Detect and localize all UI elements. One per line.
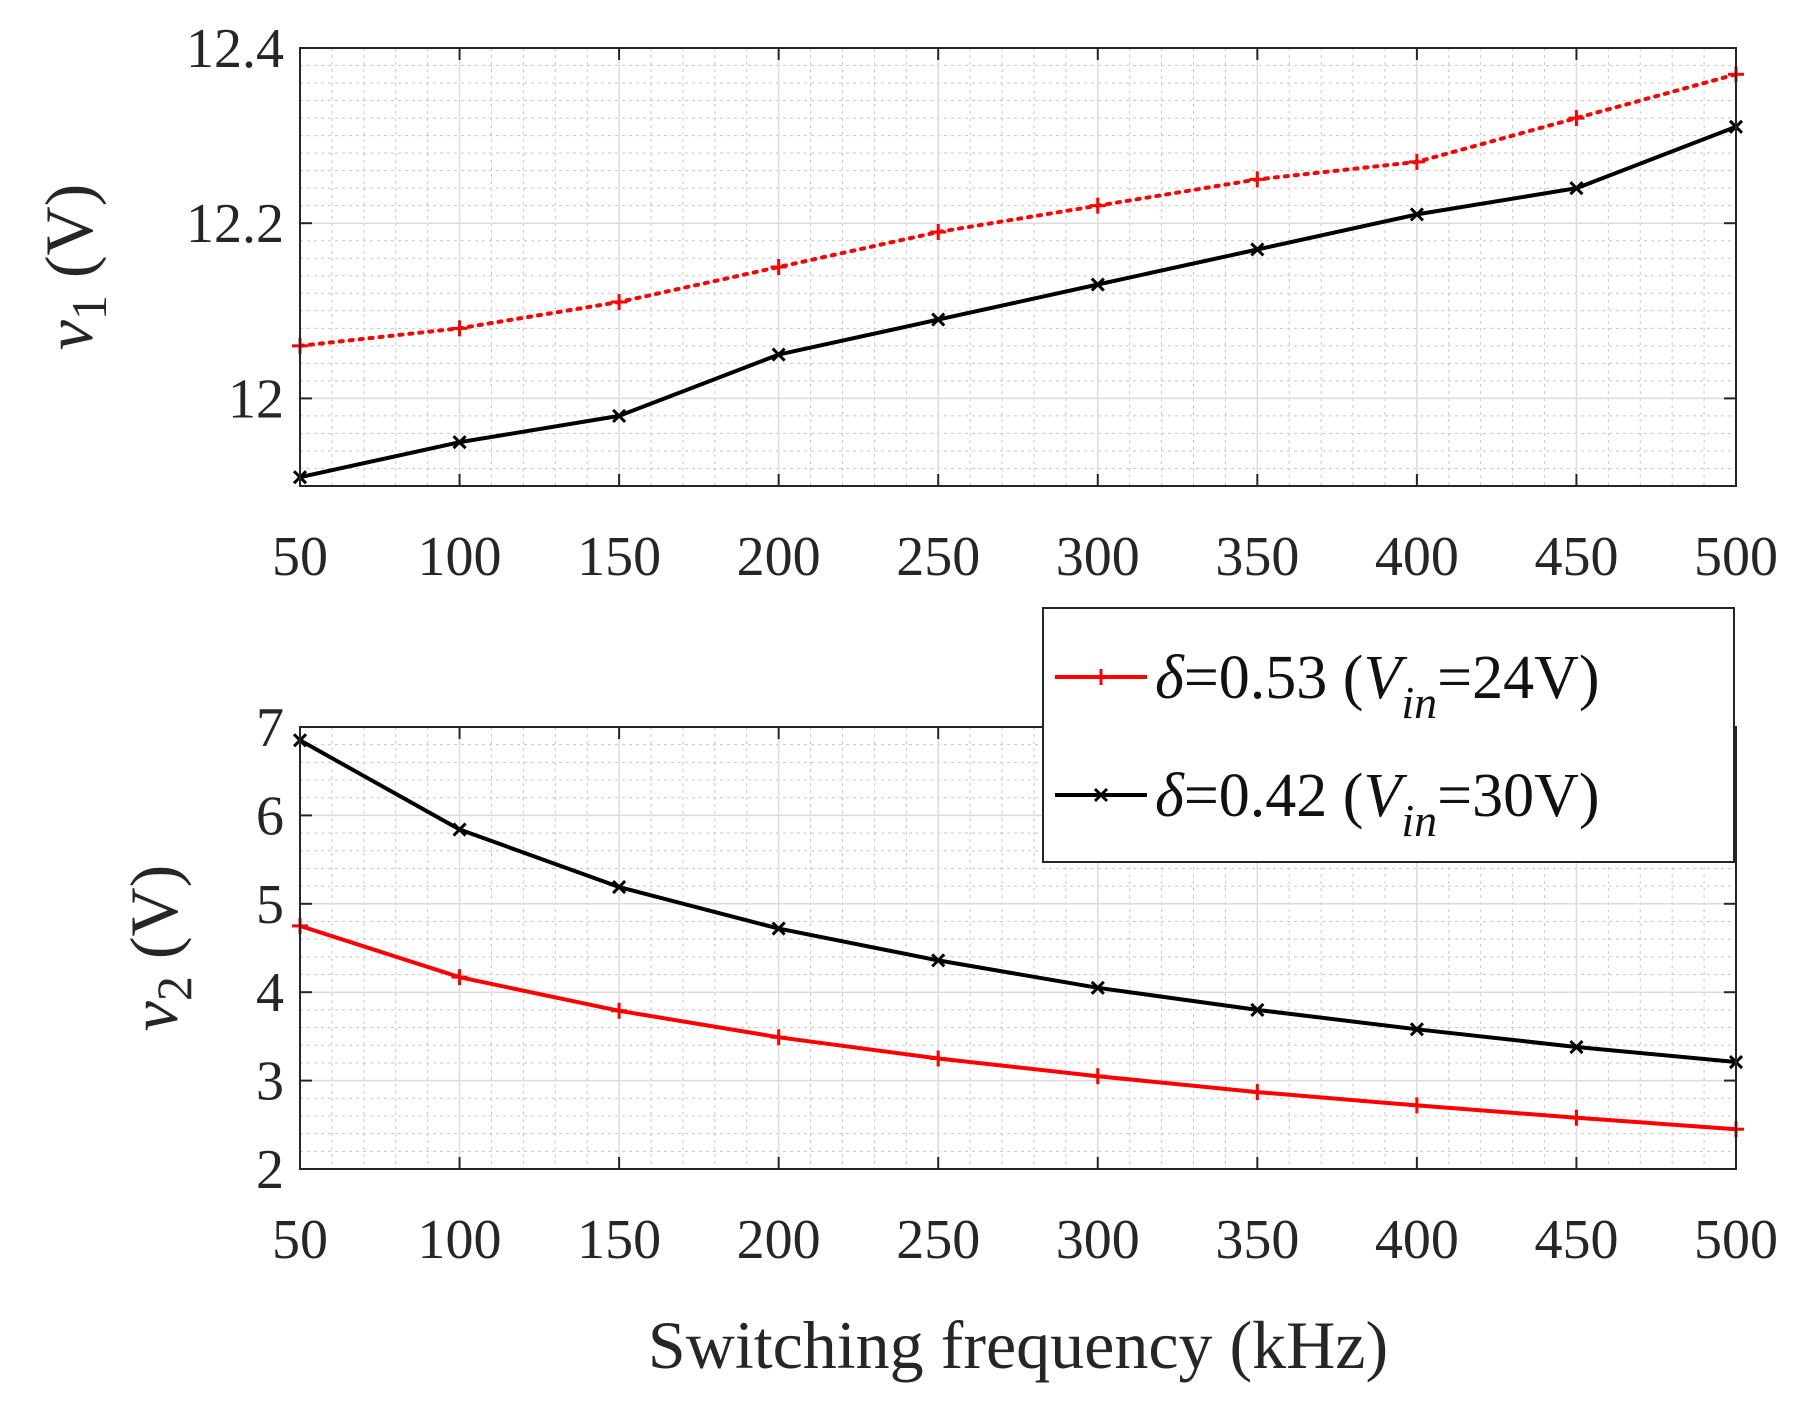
x-tick-label: 500 (1694, 1209, 1778, 1271)
legend-label-2: δ=0.42 (Vin=30V) (1155, 762, 1600, 846)
x-tick-label: 150 (577, 526, 661, 588)
data-point-1 (451, 320, 468, 337)
data-point-2 (1090, 277, 1105, 292)
x-tick-label: 500 (1694, 526, 1778, 588)
legend-marker-2 (1093, 787, 1109, 803)
x-tick-label: 200 (737, 1209, 821, 1271)
x-tick-label: 350 (1215, 526, 1299, 588)
x-tick-label: 150 (577, 1209, 661, 1271)
x-tick-labels-v1: 50 100 150 200 250 300 350 400 450 500 (272, 526, 1778, 588)
series-line-2 (299, 124, 1737, 480)
x-axis-label: Switching frequency (kHz) (648, 1307, 1388, 1383)
x-tick-label: 350 (1215, 1209, 1299, 1271)
axes-box-v1 (299, 47, 1737, 487)
data-point-1 (770, 259, 787, 275)
x-tick-label: 250 (896, 1209, 980, 1271)
data-point-1 (1249, 171, 1266, 188)
legend-marker-glyph (1093, 669, 1109, 685)
y-tick-label: 6 (256, 785, 284, 847)
data-point-1 (770, 1029, 787, 1046)
data-point-2 (1250, 242, 1265, 257)
x-tick-label: 450 (1534, 1209, 1618, 1271)
x-tick-label: 100 (418, 526, 502, 588)
y-tick-label: 12.2 (186, 193, 284, 255)
y-tick-label: 2 (256, 1139, 284, 1201)
x-tick-label: 400 (1375, 526, 1459, 588)
legend-item-2: δ=0.42 (Vin=30V) (1055, 762, 1600, 846)
legend-box (1042, 607, 1735, 863)
series-line-2 (299, 738, 1737, 1064)
y-tick-label: 12 (228, 368, 284, 430)
y-tick-labels-v1: 12 12.2 12.4 (186, 18, 284, 430)
data-point-2 (931, 953, 946, 968)
y-tick-labels-v2: 2 3 4 5 6 7 (256, 697, 284, 1201)
data-point-1 (1249, 1084, 1266, 1101)
legend-marker-glyph (1093, 787, 1109, 803)
data-point-2 (1569, 181, 1584, 196)
y-tick-label: 7 (256, 697, 284, 759)
legend: δ=0.53 (Vin=24V) δ=0.42 (Vin=30V) (1042, 607, 1735, 863)
data-point-2 (452, 822, 467, 837)
legend-marker-1 (1093, 669, 1109, 685)
y-tick-label: 5 (256, 874, 284, 936)
x-tick-label: 300 (1056, 1209, 1140, 1271)
x-tick-label: 300 (1056, 526, 1140, 588)
data-point-2 (931, 312, 946, 327)
data-point-1 (930, 1050, 947, 1067)
data-point-2 (771, 921, 786, 936)
x-tick-label: 200 (737, 526, 821, 588)
y-axis-label-v1: v1 (V) (31, 184, 117, 351)
data-point-1 (451, 969, 468, 986)
data-point-1 (1089, 197, 1106, 214)
data-point-1 (930, 223, 947, 240)
x-tick-label: 400 (1375, 1209, 1459, 1271)
data-point-2 (1250, 1002, 1265, 1017)
series-line-1 (298, 72, 1738, 348)
chart-v1: 50 100 150 200 250 300 350 400 450 500 12 12.2 12.4… (31, 18, 1778, 588)
data-point-1 (1408, 153, 1425, 170)
data-point-2 (1409, 207, 1424, 222)
plot-area-v1 (300, 48, 1736, 486)
y-tick-label: 3 (256, 1051, 284, 1113)
x-tick-label: 100 (418, 1209, 502, 1271)
data-point-2 (452, 435, 467, 450)
legend-item-1: δ=0.53 (Vin=24V) (1055, 644, 1600, 728)
data-point-1 (1408, 1097, 1425, 1114)
data-point-1 (611, 294, 628, 311)
data-point-2 (771, 347, 786, 362)
legend-label-1: δ=0.53 (Vin=24V) (1155, 644, 1600, 728)
data-point-1 (611, 1002, 628, 1019)
x-tick-label: 250 (896, 526, 980, 588)
y-tick-label: 4 (256, 962, 284, 1024)
data-point-2 (1569, 1039, 1584, 1055)
series-line-1 (299, 923, 1737, 1132)
data-point-1 (1089, 1068, 1106, 1085)
data-point-2 (1409, 1022, 1424, 1037)
series-group-v1 (292, 66, 1744, 485)
data-point-2 (612, 408, 627, 423)
data-point-2 (612, 879, 627, 895)
y-axis-label-v2: v2 (V) (116, 865, 202, 1032)
y-tick-label: 12.4 (186, 18, 284, 80)
axes-box-v2 (299, 726, 1737, 1170)
data-point-1 (1568, 1109, 1585, 1126)
data-point-1 (1568, 110, 1585, 127)
x-tick-labels-v2: 50 100 150 200 250 300 350 400 450 500 (272, 1209, 1778, 1271)
x-tick-label: 50 (272, 1209, 328, 1271)
x-tick-label: 50 (272, 526, 328, 588)
x-tick-label: 450 (1534, 526, 1618, 588)
data-point-2 (1090, 980, 1105, 995)
